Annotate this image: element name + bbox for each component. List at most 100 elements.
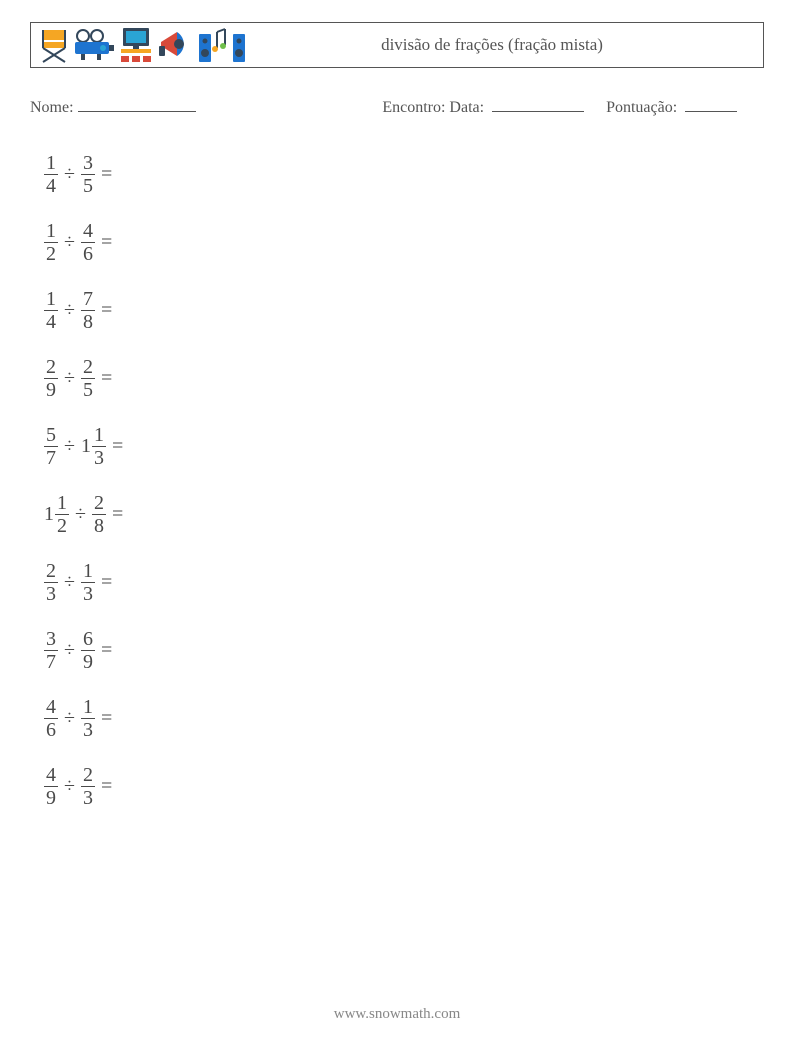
equals-sign: = xyxy=(101,571,112,594)
fraction: 28 xyxy=(92,493,106,536)
equals-sign: = xyxy=(112,503,123,526)
numerator: 3 xyxy=(44,629,58,650)
fraction: 78 xyxy=(81,289,95,332)
problem-row: 14 ÷ 35 = xyxy=(44,141,764,209)
denominator: 6 xyxy=(44,718,58,740)
meta-row: Nome: Encontro: Data: Pontuação: xyxy=(30,94,764,117)
header-icon-strip xyxy=(37,26,247,64)
fraction: 57 xyxy=(44,425,58,468)
denominator: 9 xyxy=(44,378,58,400)
denominator: 3 xyxy=(81,786,95,808)
denominator: 7 xyxy=(44,650,58,672)
numerator: 2 xyxy=(81,357,95,378)
fraction: 37 xyxy=(44,629,58,672)
score-label: Pontuação: xyxy=(606,99,677,117)
problem-row: 112÷28= xyxy=(44,481,764,549)
whole-number: 1 xyxy=(44,503,54,526)
division-sign: ÷ xyxy=(64,231,75,254)
division-sign: ÷ xyxy=(64,299,75,322)
footer-credit: www.snowmath.com xyxy=(0,1006,794,1023)
numerator: 1 xyxy=(81,697,95,718)
division-sign: ÷ xyxy=(64,707,75,730)
fraction: 25 xyxy=(81,357,95,400)
denominator: 7 xyxy=(44,446,58,468)
fraction: 46 xyxy=(81,221,95,264)
problem-row: 12 ÷ 46 = xyxy=(44,209,764,277)
fraction: 35 xyxy=(81,153,95,196)
name-label: Nome: xyxy=(30,99,74,117)
numerator: 2 xyxy=(81,765,95,786)
denominator: 3 xyxy=(81,718,95,740)
date-label: Data: xyxy=(449,99,484,117)
header-box: divisão de frações (fração mista) xyxy=(30,22,764,68)
denominator: 5 xyxy=(81,174,95,196)
numerator: 1 xyxy=(44,221,58,242)
numerator: 1 xyxy=(44,153,58,174)
numerator: 7 xyxy=(81,289,95,310)
numerator: 3 xyxy=(81,153,95,174)
equals-sign: = xyxy=(101,367,112,390)
numerator: 4 xyxy=(81,221,95,242)
fraction: 14 xyxy=(44,153,58,196)
fraction: 14 xyxy=(44,289,58,332)
problem-list: 14÷35=12÷46=14÷78=29÷25=57÷113=112÷28=23… xyxy=(44,141,764,821)
fraction: 49 xyxy=(44,765,58,808)
numerator: 4 xyxy=(44,697,58,718)
numerator: 2 xyxy=(44,357,58,378)
denominator: 9 xyxy=(81,650,95,672)
problem-row: 23 ÷ 13 = xyxy=(44,549,764,617)
score-blank[interactable] xyxy=(685,94,737,112)
problem-row: 29÷25= xyxy=(44,345,764,413)
division-sign: ÷ xyxy=(64,367,75,390)
problem-row: 57÷113= xyxy=(44,413,764,481)
numerator: 2 xyxy=(92,493,106,514)
numerator: 1 xyxy=(55,493,69,514)
problem-row: 37÷69= xyxy=(44,617,764,685)
denominator: 4 xyxy=(44,310,58,332)
problem-row: 14 ÷ 78 = xyxy=(44,277,764,345)
worksheet-title: divisão de frações (fração mista) xyxy=(247,35,757,55)
worksheet-page: divisão de frações (fração mista) Nome: … xyxy=(0,0,794,1053)
fraction: 29 xyxy=(44,357,58,400)
denominator: 2 xyxy=(44,242,58,264)
denominator: 4 xyxy=(44,174,58,196)
numerator: 4 xyxy=(44,765,58,786)
division-sign: ÷ xyxy=(64,775,75,798)
division-sign: ÷ xyxy=(64,163,75,186)
division-sign: ÷ xyxy=(64,435,75,458)
denominator: 9 xyxy=(44,786,58,808)
whole-number: 1 xyxy=(81,435,91,458)
denominator: 3 xyxy=(81,582,95,604)
denominator: 8 xyxy=(81,310,95,332)
division-sign: ÷ xyxy=(64,571,75,594)
encounter-label: Encontro: xyxy=(382,99,445,117)
fraction: 23 xyxy=(81,765,95,808)
fraction: 13 xyxy=(81,697,95,740)
tv-shelf-icon xyxy=(117,26,155,64)
equals-sign: = xyxy=(101,775,112,798)
denominator: 6 xyxy=(81,242,95,264)
numerator: 6 xyxy=(81,629,95,650)
speakers-music-icon xyxy=(197,26,247,64)
equals-sign: = xyxy=(101,707,112,730)
fraction: 13 xyxy=(81,561,95,604)
numerator: 1 xyxy=(92,425,106,446)
name-blank[interactable] xyxy=(78,94,196,112)
projector-icon xyxy=(73,26,115,64)
equals-sign: = xyxy=(101,231,112,254)
denominator: 3 xyxy=(44,582,58,604)
director-chair-icon xyxy=(37,26,71,64)
denominator: 8 xyxy=(92,514,106,536)
numerator: 1 xyxy=(44,289,58,310)
denominator: 2 xyxy=(55,514,69,536)
fraction: 69 xyxy=(81,629,95,672)
division-sign: ÷ xyxy=(75,503,86,526)
fraction: 12 xyxy=(55,493,69,536)
meta-right: Encontro: Data: Pontuação: xyxy=(382,94,764,117)
fraction: 13 xyxy=(92,425,106,468)
equals-sign: = xyxy=(101,163,112,186)
date-blank[interactable] xyxy=(492,94,584,112)
equals-sign: = xyxy=(101,299,112,322)
fraction: 46 xyxy=(44,697,58,740)
fraction: 23 xyxy=(44,561,58,604)
